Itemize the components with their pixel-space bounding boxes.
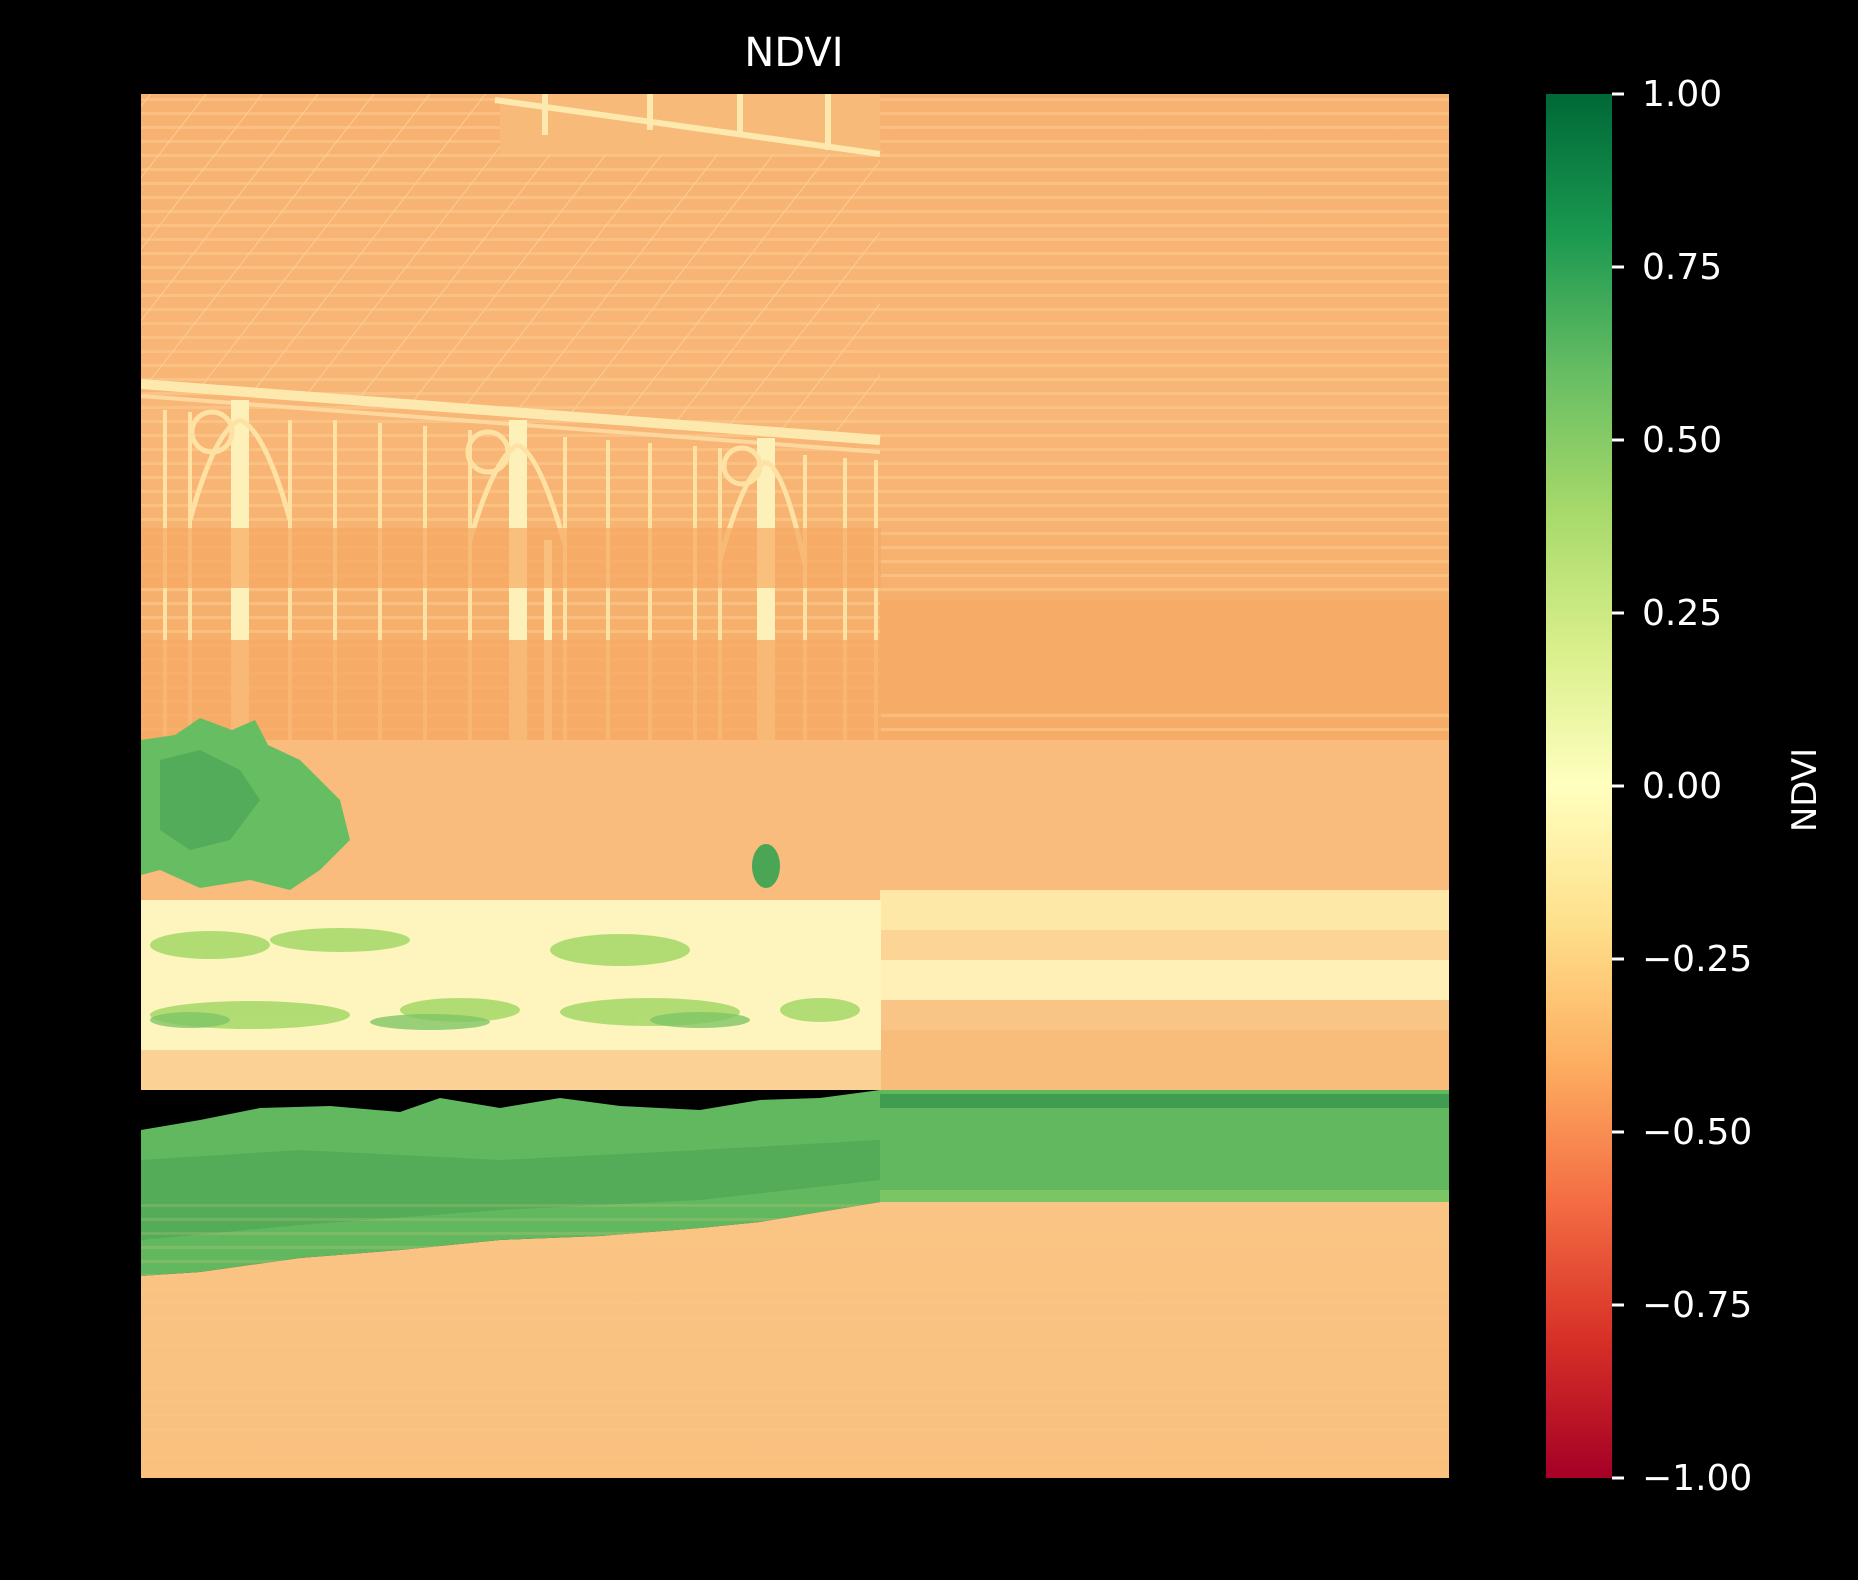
colorbar-label: NDVI bbox=[1785, 748, 1825, 832]
colorbar-tick-label: 0.50 bbox=[1642, 420, 1722, 461]
colorbar-tick-label: −1.00 bbox=[1642, 1458, 1752, 1499]
colorbar-tick-label: 0.75 bbox=[1642, 247, 1722, 288]
colorbar-tick-label: −0.25 bbox=[1642, 939, 1752, 980]
colorbar-ticks: 1.00 0.75 0.50 0.25 0.00 −0.25 −0.50 −0.75 −1.00 bbox=[1612, 74, 1752, 1499]
ndvi-heatmap bbox=[141, 94, 1449, 1478]
colorbar-gradient bbox=[1546, 94, 1612, 1478]
colorbar: 1.00 0.75 0.50 0.25 0.00 −0.25 −0.50 −0.75 −1.00… bbox=[1546, 74, 1825, 1499]
colorbar-tick-label: 0.25 bbox=[1642, 593, 1722, 634]
colorbar-tick-label: −0.50 bbox=[1642, 1112, 1752, 1153]
colorbar-tick-label: 1.00 bbox=[1642, 74, 1722, 115]
roof-region bbox=[141, 94, 880, 440]
chart-title: NDVI bbox=[744, 30, 843, 76]
colorbar-tick-label: 0.00 bbox=[1642, 766, 1722, 807]
colorbar-tick-label: −0.75 bbox=[1642, 1285, 1752, 1326]
